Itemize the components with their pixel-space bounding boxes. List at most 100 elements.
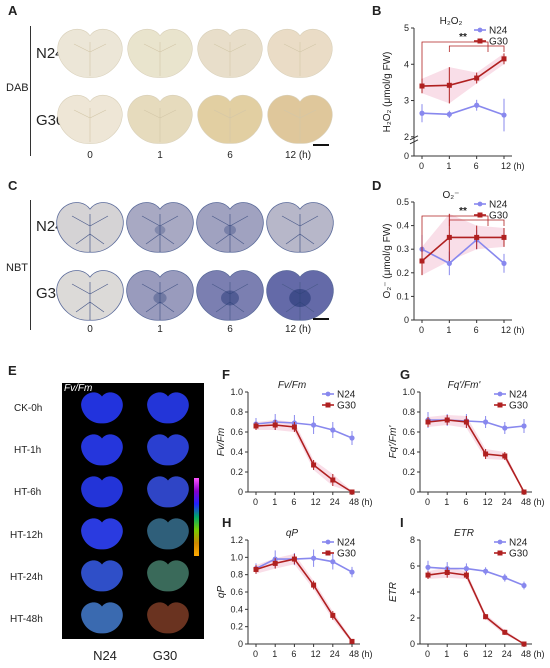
point-H-g30-4 [330,612,336,618]
dab-leaf-vein-g30-2 [213,108,247,142]
series-line-F-g30 [255,424,353,493]
point-B-n24-2 [474,102,480,108]
point-F-n24-5 [349,435,355,441]
x-tick-label-I-4: 24 [502,649,512,659]
point-G-g30-2 [463,419,469,425]
y-tick-label-H-5: 1.0 [230,552,243,562]
legend-label-H-n24: N24 [337,538,356,549]
fvfm-leaf-n24-1 [81,434,123,466]
series-line-I-n24 [427,566,525,587]
panel-label-i: I [400,515,404,530]
panel-label-c: C [8,178,18,193]
panel-label-b: B [372,3,382,18]
legend-marker-F-g30 [325,402,331,408]
chart-title-B: H₂O₂ [440,16,463,27]
y-tick-label-B-2: 3 [404,96,409,106]
legend-label-B-g30: G30 [489,37,508,48]
x-tick-label-G-1: 1 [444,497,449,507]
y-tick-label-F-1: 0.2 [230,467,243,477]
nbt-stain-g30-2 [221,290,239,306]
x-tick-label-G-4: 24 [502,497,512,507]
y-axis-label-D: O₂⁻ (μmol/g FW) [382,224,393,299]
legend-label-D-g30: G30 [489,211,508,222]
legend-marker-H-n24 [325,539,331,545]
nbt-leaf-vein-g30-2 [211,282,249,320]
dab-leaf-vein-n24-2 [213,42,247,76]
legend-marker-H-g30 [325,550,331,556]
point-D-g30-2 [474,234,480,240]
panel-label-d: D [372,178,382,193]
point-G-n24-3 [483,419,489,425]
nbt-stain-n24-1 [154,225,166,235]
error-band-D [422,213,504,276]
legend-label-G-n24: N24 [509,390,528,401]
y-tick-label-F-3: 0.6 [230,427,243,437]
x-tick-label-D-2: 6 [474,325,479,335]
x-tick-label-H-4: 24 [330,649,340,659]
panel-label-e: E [8,363,17,378]
x-tick-label-H-1: 1 [272,649,277,659]
significance-bracket-D [421,215,489,255]
scale-bar-c [313,318,329,320]
y-tick-label-B-3: 4 [404,59,409,69]
nbt-leaf-vein-n24-2 [211,214,249,252]
x-tick-label-I-5: 48 (h) [521,649,545,659]
point-F-g30-3 [311,462,317,468]
series-line-B-g30 [421,58,505,87]
x-tick-label-B-2: 6 [474,161,479,171]
nbt-leaf-vein-n24-1 [141,214,179,252]
point-H-g30-1 [272,560,278,566]
y-tick-label-B-0: 0 [404,151,409,161]
panel-label-f: F [222,367,230,382]
point-G-g30-1 [444,417,450,423]
point-I-n24-2 [463,566,469,572]
fvfm-leaf-n24-0 [81,392,123,424]
series-line-H-g30 [255,558,353,642]
error-band-F [256,420,352,492]
point-I-n24-5 [521,582,527,589]
legend-label-F-n24: N24 [337,390,356,401]
chart-title-I: ETR [454,528,474,539]
y-tick-label-H-3: 0.6 [230,587,243,597]
col-label-g30-e: G30 [152,648,178,663]
fvfm-leaf-g30-2 [147,476,189,508]
fvfm-leaf-n24-5 [81,602,123,634]
point-F-g30-4 [330,477,336,483]
point-F-g30-2 [291,424,297,430]
y-tick-label-I-4: 8 [410,535,415,545]
y-tick-label-H-4: 0.8 [230,570,243,580]
y-axis-label-G: Fq'/Fm' [388,425,399,459]
legend-marker-B-g30 [477,38,483,44]
y-tick-label-F-0: 0 [238,487,243,497]
point-I-g30-5 [521,641,527,647]
point-G-n24-4 [502,425,508,431]
significance-mark-B: ** [459,32,467,43]
point-H-n24-3 [311,555,317,561]
time-label-a-0: 0 [87,150,93,161]
y-tick-label-G-5: 1.0 [402,387,415,397]
series-line-H-n24 [255,557,353,573]
panel-label-h: H [222,515,232,530]
y-tick-label-D-5: 0.5 [396,197,409,207]
series-line-D-n24 [421,238,505,265]
y-tick-label-D-0: 0 [404,315,409,325]
chart-fvfm: 0 0.2 0.4 0.6 0.8 1.0 0 1 6 12 24 48 (h) Fv/Fm Fv/Fm N… [216,380,373,507]
point-G-n24-5 [521,423,527,429]
y-tick-label-D-3: 0.3 [396,244,409,254]
fvfm-color-scale [194,478,199,556]
significance-bracket-inner-B [448,45,505,52]
legend-marker-I-n24 [497,539,503,545]
point-B-g30-3 [501,56,507,62]
series-line-D-g30 [421,236,504,262]
nbt-label: NBT [6,262,28,274]
y-tick-label-G-4: 0.8 [402,407,415,417]
legend-label-D-n24: N24 [489,200,508,211]
y-tick-label-F-4: 0.8 [230,407,243,417]
time-label-a-1: 1 [157,150,163,161]
point-B-n24-1 [446,111,452,117]
fvfm-leaf-g30-3 [147,518,189,550]
point-F-n24-4 [330,427,336,433]
scale-bar-a [313,144,329,146]
x-tick-label-F-5: 48 (h) [349,497,373,507]
dab-label: DAB [6,82,29,94]
